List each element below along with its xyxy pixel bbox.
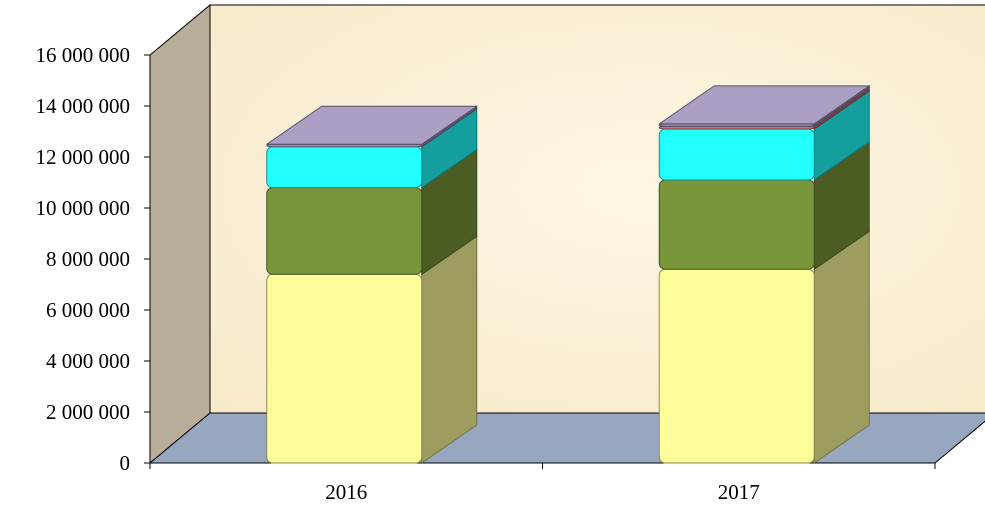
bar-stack-2017 bbox=[658, 84, 870, 464]
y-tick-label: 12 000 000 bbox=[36, 145, 131, 169]
bar-segment bbox=[658, 268, 815, 464]
y-tick-label: 6 000 000 bbox=[46, 298, 130, 322]
side-wall bbox=[149, 3, 211, 465]
bar-segment bbox=[658, 128, 815, 181]
bar-stack-2016 bbox=[266, 105, 478, 464]
x-tick-label: 2017 bbox=[718, 480, 760, 504]
axis-labels: 0 2 000 000 4 000 000 6 000 000 8 000 000 10 … bbox=[36, 43, 760, 504]
y-tick-label: 0 bbox=[120, 451, 131, 475]
bar-segment bbox=[266, 146, 423, 189]
y-tick-label: 10 000 000 bbox=[36, 196, 131, 220]
bars bbox=[266, 84, 870, 464]
y-tick-label: 2 000 000 bbox=[46, 400, 130, 424]
bar-segment bbox=[266, 187, 423, 275]
bar-side-face bbox=[421, 235, 478, 464]
y-tick-label: 4 000 000 bbox=[46, 349, 130, 373]
bar-side-face bbox=[813, 230, 870, 464]
bar-segment bbox=[266, 273, 423, 464]
bar-top-face bbox=[266, 105, 478, 145]
bar-top-face bbox=[658, 85, 870, 125]
y-tick-label: 14 000 000 bbox=[36, 94, 131, 118]
y-tick-label: 8 000 000 bbox=[46, 247, 130, 271]
bar-segment bbox=[658, 179, 815, 270]
y-tick-label: 16 000 000 bbox=[36, 43, 131, 67]
x-tick-label: 2016 bbox=[325, 480, 367, 504]
